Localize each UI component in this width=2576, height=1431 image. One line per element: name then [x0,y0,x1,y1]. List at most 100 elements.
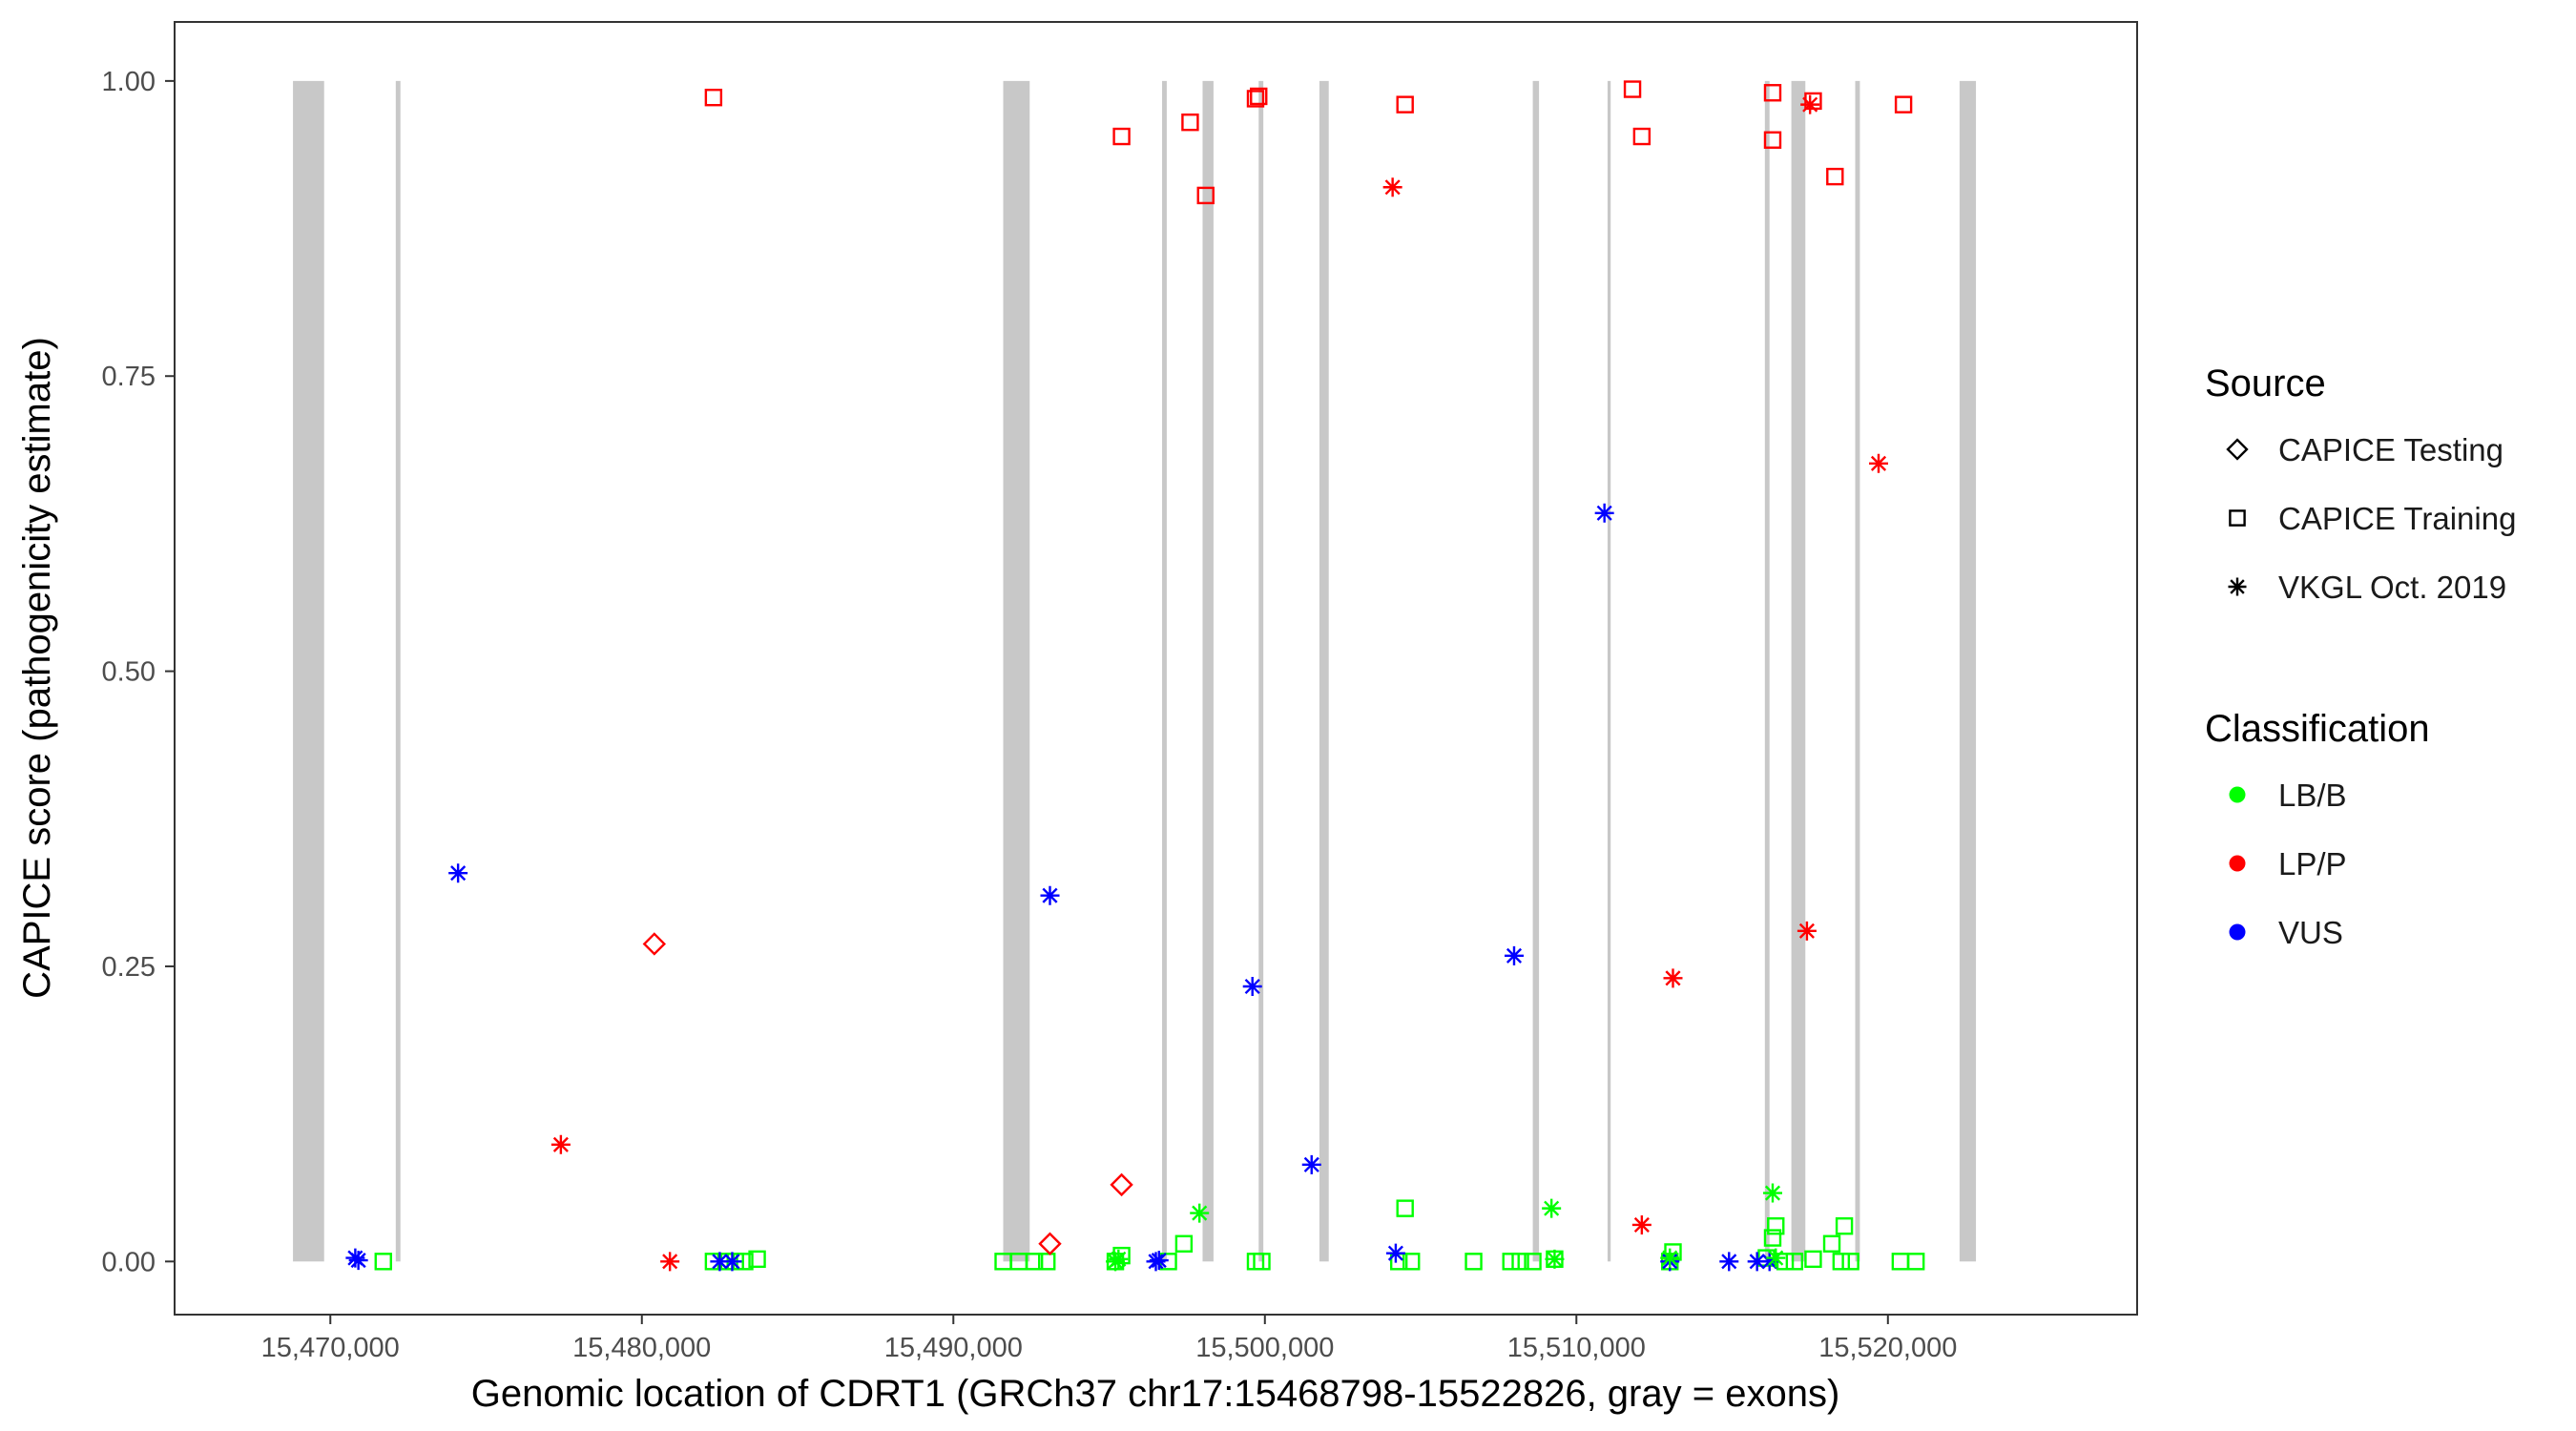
point-square-lbb [1465,1253,1483,1271]
point-asterisk-vus [1040,885,1060,905]
point-square-lbb [1835,1216,1854,1235]
point-square-lpp [1623,80,1642,98]
exon-band [293,80,324,1262]
point-square-lbb [1174,1234,1194,1253]
point-asterisk-vus [1594,503,1614,523]
y-tick-label: 0.75 [102,362,156,392]
point-asterisk-vus [1301,1154,1321,1174]
point-asterisk-lpp [1631,1214,1652,1234]
x-tick-label: 15,500,000 [1195,1333,1334,1363]
data-points [345,80,1925,1272]
point-diamond-lpp [642,932,667,956]
point-diamond-lpp [1038,1232,1062,1255]
point-square-lbb [1524,1253,1542,1271]
x-tick-label: 15,490,000 [884,1333,1023,1363]
x-axis-title: Genomic location of CDRT1 (GRCh37 chr17:… [471,1373,1840,1415]
point-asterisk-vus [710,1252,730,1272]
point-asterisk-vus [448,863,468,883]
exon-band [1202,80,1214,1262]
y-tick-label: 0.00 [102,1247,156,1277]
legend-classification-title: Classification [2205,708,2430,750]
point-asterisk-vus [1759,1252,1779,1272]
exon-band [1607,80,1611,1262]
point-square-lbb [1396,1199,1414,1217]
exon-band [1003,80,1030,1262]
legend-source-keys [2226,438,2249,596]
point-square-lbb [374,1253,392,1271]
point-asterisk-lbb [1109,1249,1129,1269]
legend-key-dot-icon [2229,855,2246,872]
exon-band [1258,80,1264,1262]
point-square-lbb [1822,1234,1841,1253]
point-square-lbb [1785,1253,1804,1271]
point-asterisk-lbb [1542,1198,1562,1218]
legend-key-dot-icon [2229,786,2246,803]
exon-band [395,80,401,1262]
point-asterisk-vus [1719,1252,1739,1272]
x-tick-label: 15,510,000 [1507,1333,1646,1363]
axes: 15,470,000 15,480,000 15,490,000 15,500,000… [102,67,1958,1363]
exon-band [1764,80,1770,1262]
exon-band [1959,80,1977,1262]
point-asterisk-lbb [1190,1203,1210,1223]
exon-band [1162,80,1167,1262]
legend-key-asterisk-icon [2228,577,2247,596]
point-asterisk-vus [1504,945,1524,965]
point-square-lbb [1906,1253,1925,1271]
exon-band [1855,80,1860,1262]
point-square-lbb [1832,1253,1851,1271]
legend-classification-keys [2229,786,2246,941]
exon-band [1532,80,1540,1262]
y-tick-label: 1.00 [102,67,156,97]
point-asterisk-lpp [1800,94,1820,114]
y-tick-label: 0.25 [102,952,156,983]
point-asterisk-lbb [1762,1183,1782,1203]
legend-key-square-icon [2229,509,2246,527]
exon-bands [293,80,1977,1262]
exon-band [1319,80,1329,1262]
point-diamond-lpp [1110,1172,1133,1197]
point-square-lbb [1804,1250,1822,1269]
point-square-lbb [1841,1253,1859,1271]
point-square-lbb [1767,1216,1785,1235]
legend-class-label-lbb: LB/B [2278,778,2347,813]
point-asterisk-lpp [1382,177,1402,197]
legend-class-label-vus: VUS [2278,915,2343,950]
point-square-lbb [1763,1229,1782,1247]
point-asterisk-lpp [1663,968,1683,988]
point-asterisk-vus [1747,1252,1767,1272]
legend-source: Source CAPICE Testing CAPICE Training VK… [2205,363,2516,605]
point-square-lpp [1396,95,1414,114]
point-square-lpp [1763,84,1782,102]
point-asterisk-vus [1242,976,1262,996]
point-square-lpp [1632,127,1652,146]
point-square-lbb [1253,1253,1271,1271]
legend-source-label-training: CAPICE Training [2278,501,2516,536]
x-tick-label: 15,470,000 [261,1333,400,1363]
point-square-lpp [704,88,723,107]
point-asterisk-vus [1149,1251,1169,1271]
point-asterisk-vus [722,1252,742,1272]
point-square-lbb [1025,1253,1044,1271]
legend-key-dot-icon [2229,923,2246,941]
point-square-lbb [1402,1253,1421,1271]
plot-panel-border [174,21,2138,1316]
point-asterisk-lpp [1797,921,1817,941]
point-square-lpp [1181,113,1199,132]
legend-source-label-testing: CAPICE Testing [2278,432,2503,467]
point-asterisk-lbb [1660,1248,1680,1268]
point-asterisk-lpp [1869,453,1888,473]
point-square-lpp [1894,95,1913,114]
point-asterisk-vus [1385,1243,1405,1263]
point-square-lbb [1511,1253,1529,1271]
point-square-lbb [1038,1253,1056,1271]
point-asterisk-lpp [551,1134,571,1154]
point-square-lpp [1826,167,1844,186]
exon-band [1791,80,1806,1262]
point-square-lpp [1112,127,1131,146]
point-asterisk-lbb [1545,1249,1565,1269]
point-asterisk-lpp [660,1252,680,1272]
point-square-lbb [1502,1253,1520,1271]
